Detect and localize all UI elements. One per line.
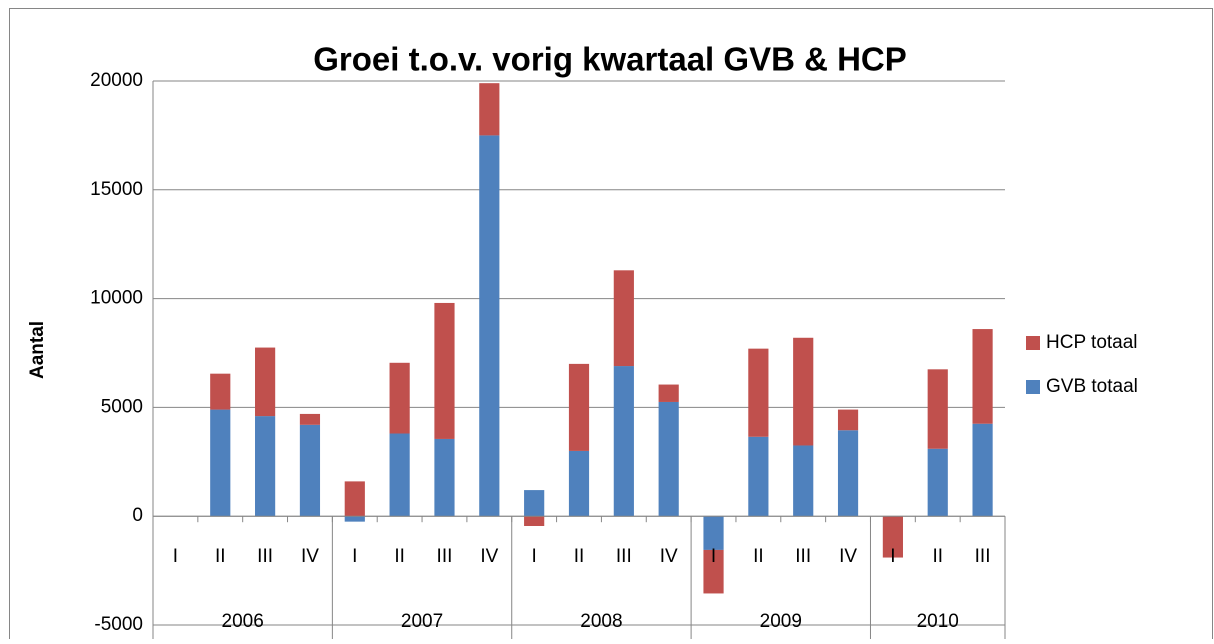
bar xyxy=(299,424,321,517)
group-label: 2008 xyxy=(580,611,622,632)
bar xyxy=(658,401,679,517)
y-tick-label: 20000 xyxy=(90,70,143,91)
x-tick-label: III xyxy=(257,546,273,567)
x-tick-label: II xyxy=(574,546,585,567)
y-tick-label: -5000 xyxy=(94,614,143,635)
bar xyxy=(479,83,500,136)
bar xyxy=(793,445,814,517)
legend-swatch xyxy=(1026,336,1040,350)
bar xyxy=(972,423,993,517)
bar xyxy=(972,329,993,424)
y-tick-label: 10000 xyxy=(90,288,143,309)
legend-label: GVB totaal xyxy=(1046,376,1138,397)
x-tick-label: I xyxy=(711,546,716,567)
x-tick-label: II xyxy=(753,546,764,567)
bar xyxy=(255,416,276,517)
x-tick-label: III xyxy=(616,546,632,567)
bar xyxy=(479,135,500,517)
bar xyxy=(344,516,365,522)
x-tick-label: I xyxy=(532,546,537,567)
bar xyxy=(389,362,410,434)
bar xyxy=(748,436,769,517)
bar xyxy=(210,373,231,410)
bar xyxy=(703,516,724,550)
bar xyxy=(524,490,545,517)
x-tick-label: IV xyxy=(839,546,857,567)
chart-title: Groei t.o.v. vorig kwartaal GVB & HCP xyxy=(313,41,907,78)
bar xyxy=(434,302,455,439)
legend-swatch xyxy=(1026,380,1040,394)
x-tick-label: I xyxy=(352,546,357,567)
legend-label: HCP totaal xyxy=(1046,332,1138,353)
bar xyxy=(344,481,365,517)
bar xyxy=(568,450,590,517)
bar xyxy=(613,270,634,367)
x-tick-label: III xyxy=(437,546,453,567)
x-tick-label: I xyxy=(173,546,178,567)
group-label: 2009 xyxy=(760,611,802,632)
x-tick-label: III xyxy=(795,546,811,567)
x-tick-label: II xyxy=(932,546,943,567)
bar xyxy=(703,549,724,594)
bar xyxy=(837,430,859,517)
bar xyxy=(748,348,769,437)
y-tick-label: 0 xyxy=(132,505,143,526)
y-tick-label: 15000 xyxy=(90,179,143,200)
bar xyxy=(927,448,948,517)
bar xyxy=(255,347,276,417)
bar xyxy=(658,384,679,402)
bar xyxy=(927,369,948,449)
x-tick-label: I xyxy=(890,546,895,567)
y-tick-label: 5000 xyxy=(101,396,143,417)
group-label: 2007 xyxy=(401,611,443,632)
bar xyxy=(882,516,903,558)
bar xyxy=(837,409,859,431)
bar xyxy=(568,363,590,451)
bar xyxy=(613,366,634,517)
bar xyxy=(793,337,814,446)
bar xyxy=(389,433,410,517)
x-tick-label: II xyxy=(215,546,226,567)
group-label: 2006 xyxy=(222,611,264,632)
x-tick-label: III xyxy=(975,546,991,567)
x-tick-label: IV xyxy=(660,546,678,567)
x-tick-label: II xyxy=(394,546,405,567)
bar xyxy=(299,413,321,425)
x-tick-label: IV xyxy=(301,546,319,567)
chart-border xyxy=(9,8,1213,644)
bar xyxy=(210,409,231,517)
x-tick-label: IV xyxy=(480,546,498,567)
bar xyxy=(524,516,545,526)
group-label: 2010 xyxy=(917,611,959,632)
bar xyxy=(434,438,455,517)
y-axis-label: Aantal xyxy=(27,321,48,379)
